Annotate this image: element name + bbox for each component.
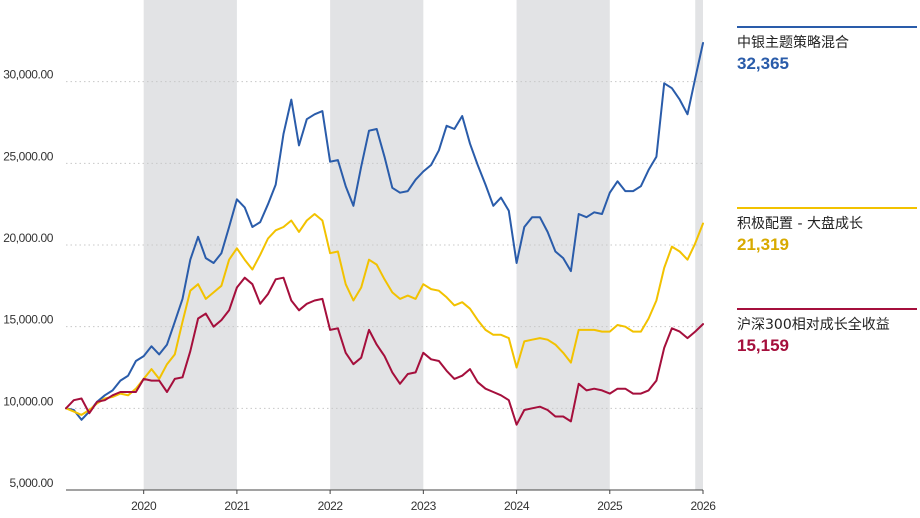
x-tick-label-7: 2026 bbox=[690, 499, 716, 513]
x-tick-label-1: 2020 bbox=[131, 499, 157, 513]
series-line-2 bbox=[65, 213, 704, 416]
x-tick-label-3: 2022 bbox=[318, 499, 344, 513]
y-tick-label-1: 5,000.00 bbox=[9, 476, 53, 490]
series-line-3 bbox=[65, 276, 704, 426]
legend-name-2: 积极配置 - 大盘成长 bbox=[737, 216, 863, 232]
shaded-band-4 bbox=[695, 0, 703, 490]
y-tick-label-3: 15,000.00 bbox=[3, 313, 54, 327]
y-axis-tick-labels: 5,000.00 10,000.00 15,000.00 20,000.00 25,00… bbox=[3, 68, 54, 490]
legend-entry-3: 沪深300相对成长全收益 15,159 bbox=[737, 308, 917, 356]
legend-entry-2: 积极配置 - 大盘成长 21,319 bbox=[737, 207, 917, 255]
y-tick-label-6: 30,000.00 bbox=[3, 68, 54, 82]
x-tick-label-5: 2024 bbox=[504, 499, 530, 513]
legend-value-3: 15,159 bbox=[737, 336, 789, 355]
x-tick-label-4: 2023 bbox=[411, 499, 437, 513]
x-tick-label-2: 2021 bbox=[224, 499, 250, 513]
legend-rule-3 bbox=[737, 308, 917, 310]
series-lines bbox=[65, 42, 704, 426]
legend-value-1: 32,365 bbox=[737, 54, 789, 73]
shaded-bands bbox=[143, 0, 703, 490]
series-line-1 bbox=[65, 42, 704, 421]
x-axis-tick-labels: 2020 2021 2022 2023 2024 2025 2026 bbox=[131, 490, 717, 513]
x-tick-label-6: 2025 bbox=[597, 499, 623, 513]
y-tick-label-4: 20,000.00 bbox=[3, 231, 54, 245]
legend-rule-2 bbox=[737, 207, 917, 209]
y-tick-label-2: 10,000.00 bbox=[3, 394, 54, 408]
legend-name-1: 中银主题策略混合 bbox=[737, 35, 849, 51]
legend-entry-1: 中银主题策略混合 32,365 bbox=[737, 26, 917, 74]
shaded-band-1 bbox=[143, 0, 237, 490]
y-tick-label-5: 25,000.00 bbox=[3, 149, 54, 163]
legend-value-2: 21,319 bbox=[737, 235, 789, 254]
legend-name-3: 沪深300相对成长全收益 bbox=[737, 317, 890, 333]
legend-rule-1 bbox=[737, 26, 917, 28]
